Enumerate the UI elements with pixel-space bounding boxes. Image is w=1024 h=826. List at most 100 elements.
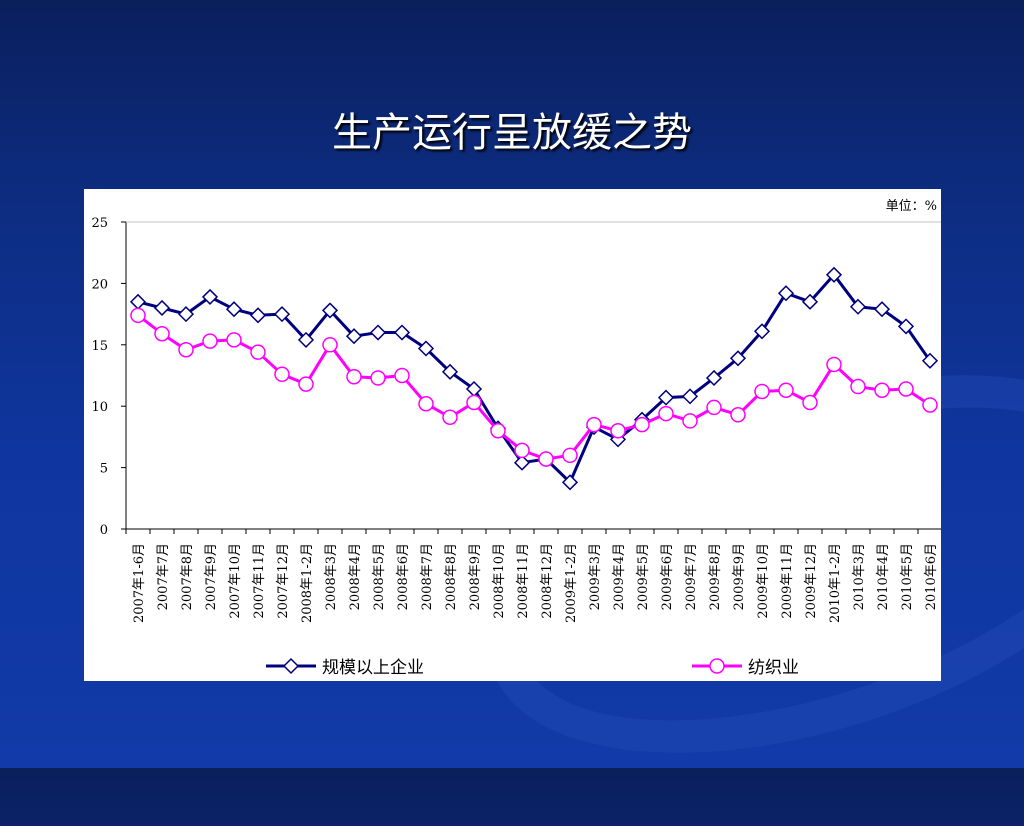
data-point-series-1 <box>801 293 819 310</box>
data-point-series-2 <box>610 423 626 439</box>
data-point-series-1 <box>921 352 939 369</box>
slide-title: 生产运行呈放缓之势 <box>332 110 692 156</box>
x-tick-label: 2007年9月 <box>204 543 219 610</box>
data-point-series-1 <box>321 302 339 319</box>
data-point-series-2 <box>370 370 386 386</box>
data-point-series-2 <box>826 356 842 373</box>
data-point-series-1 <box>825 266 843 283</box>
y-tick-label: 0 <box>100 523 108 538</box>
x-tick-label: 2008年8月 <box>444 543 459 610</box>
data-point-series-1 <box>657 389 675 406</box>
data-point-series-2 <box>730 407 746 423</box>
chart-panel: 单位：% 0 5 10 15 20 25 2007年1-6月 2007年7月 2007年8月 20… <box>84 189 941 681</box>
x-tick-label: 2010年5月 <box>900 543 915 610</box>
series-line-1 <box>137 273 932 484</box>
data-point-series-1 <box>225 301 243 318</box>
x-tick-label: 2008年7月 <box>420 543 435 610</box>
data-point-series-1 <box>417 340 435 357</box>
x-tick-label: 2009年9月 <box>732 543 747 610</box>
x-tick-label: 2009年1-2月 <box>564 543 579 623</box>
y-tick-label: 15 <box>91 339 108 354</box>
data-point-series-2 <box>130 307 146 324</box>
y-tick-label: 25 <box>91 216 108 231</box>
data-point-series-1 <box>369 324 387 341</box>
series-line-2 <box>137 314 931 461</box>
y-tick-label: 10 <box>91 400 108 415</box>
x-tick-label: 2009年5月 <box>636 543 651 610</box>
data-point-series-2 <box>226 332 242 348</box>
data-point-series-2 <box>778 382 794 398</box>
data-point-series-1 <box>273 306 291 323</box>
data-point-series-2 <box>754 383 770 400</box>
data-point-series-1 <box>873 301 891 318</box>
data-point-series-1 <box>513 454 531 471</box>
x-tick-label: 2010年6月 <box>924 543 939 610</box>
data-point-series-1 <box>393 324 411 341</box>
data-point-series-1 <box>705 369 723 387</box>
data-point-series-2 <box>394 367 410 384</box>
data-point-series-1 <box>345 328 363 345</box>
data-point-series-2 <box>538 451 554 467</box>
x-tick-label: 2007年7月 <box>156 543 171 610</box>
x-tick-label: 2009年11月 <box>780 543 795 619</box>
x-tick-label: 2010年3月 <box>852 543 867 610</box>
y-tick-label: 20 <box>91 277 108 292</box>
data-point-series-2 <box>682 413 698 429</box>
data-point-series-1 <box>177 306 195 323</box>
data-point-series-1 <box>561 474 579 491</box>
unit-label: 单位：% <box>885 199 937 214</box>
legend-item-series-1: 规模以上企业 <box>264 653 424 678</box>
data-point-series-2 <box>178 341 194 358</box>
data-point-series-2 <box>586 416 602 433</box>
data-point-series-2 <box>298 376 314 392</box>
x-tick-label: 2008年10月 <box>492 543 507 619</box>
data-point-series-2 <box>658 405 674 422</box>
x-tick-label: 2007年10月 <box>228 543 243 619</box>
x-tick-label: 2009年7月 <box>684 543 699 610</box>
x-tick-label: 2008年1-2月 <box>300 543 315 623</box>
data-point-series-2 <box>562 447 578 464</box>
x-tick-label: 2010年4月 <box>876 543 891 610</box>
x-tick-label: 2007年12月 <box>276 543 291 619</box>
data-point-series-2 <box>922 397 938 413</box>
line-chart: 0 5 10 15 20 25 2007年1-6月 2007年7月 2007年8月 2007年9月… <box>91 216 941 623</box>
x-tick-label: 2007年11月 <box>252 543 267 619</box>
x-tick-label: 2009年12月 <box>804 543 819 619</box>
data-point-series-2 <box>490 423 506 439</box>
data-point-series-2 <box>322 337 338 353</box>
data-point-series-2 <box>466 394 482 411</box>
x-tick-label: 2009年10月 <box>756 543 771 619</box>
data-point-series-2 <box>418 395 434 412</box>
x-tick-label: 2008年9月 <box>468 543 483 610</box>
data-point-series-2 <box>442 409 458 426</box>
data-point-series-1 <box>849 298 867 315</box>
legend-diamond-marker-icon <box>266 657 316 674</box>
x-tick-label: 2009年4月 <box>612 543 627 610</box>
x-tick-label: 2009年6月 <box>660 543 675 610</box>
data-point-series-2 <box>898 381 914 397</box>
x-tick-label: 2008年5月 <box>372 543 387 610</box>
data-point-series-1 <box>297 331 315 348</box>
data-point-series-2 <box>706 399 722 416</box>
x-tick-label: 2009年8月 <box>708 543 723 610</box>
x-tick-label: 2008年12月 <box>540 543 555 619</box>
data-point-series-1 <box>753 323 771 340</box>
data-point-series-2 <box>154 325 170 342</box>
data-point-series-1 <box>201 288 219 305</box>
data-point-series-1 <box>153 299 171 317</box>
data-point-series-2 <box>346 368 362 385</box>
x-tick-label: 2007年8月 <box>180 543 195 610</box>
data-point-series-2 <box>802 394 818 411</box>
data-point-series-2 <box>514 442 530 459</box>
x-tick-label: 2008年11月 <box>516 543 531 619</box>
data-point-series-2 <box>250 344 266 360</box>
legend-circle-marker-icon <box>692 657 742 674</box>
data-point-series-1 <box>777 285 795 302</box>
data-point-series-1 <box>897 318 915 335</box>
legend-label-series-2: 纺织业 <box>748 658 799 678</box>
data-point-series-2 <box>850 378 866 395</box>
data-point-series-1 <box>729 350 747 367</box>
data-point-series-2 <box>634 416 650 433</box>
data-point-series-1 <box>129 293 147 310</box>
x-tick-label: 2008年6月 <box>396 543 411 610</box>
